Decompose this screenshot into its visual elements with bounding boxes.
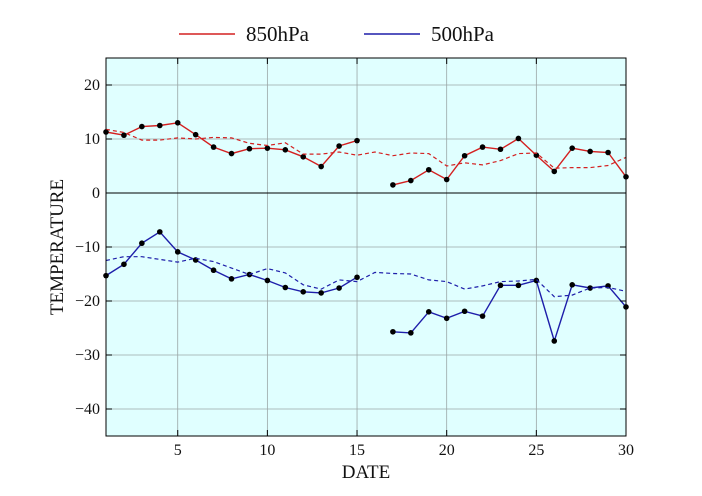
data-point — [551, 168, 558, 175]
data-point — [192, 131, 199, 138]
y-tick-label: 20 — [84, 77, 100, 94]
legend-label: 500hPa — [431, 22, 495, 46]
data-point — [461, 308, 468, 315]
y-axis-label: TEMPERATURE — [47, 179, 68, 315]
legend: 850hPa 500hPa — [179, 22, 495, 46]
data-point — [390, 182, 396, 188]
data-point — [515, 282, 522, 289]
data-point — [300, 154, 307, 160]
data-point — [121, 132, 127, 139]
x-tick-label: 15 — [349, 442, 365, 459]
data-point — [587, 148, 593, 155]
data-point — [156, 229, 163, 235]
data-point — [121, 261, 127, 268]
y-tick-label: −10 — [75, 239, 100, 256]
data-point — [479, 313, 486, 319]
data-point — [390, 328, 396, 335]
data-point — [479, 144, 486, 150]
data-point — [569, 282, 576, 288]
data-point — [210, 267, 217, 274]
data-point — [264, 277, 271, 284]
data-point — [408, 177, 414, 184]
y-tick-label: −30 — [75, 347, 100, 364]
data-point — [497, 282, 504, 289]
data-point — [139, 240, 145, 247]
data-point — [264, 145, 271, 151]
series-850hpa — [103, 120, 629, 188]
data-point — [569, 145, 576, 151]
x-tick-label: 25 — [528, 442, 544, 459]
data-point — [605, 149, 611, 156]
x-axis-label: DATE — [342, 462, 391, 483]
ticks: 5 10 15 20 25 30 20 10 0 −10 −20 −30 −40 — [75, 58, 634, 459]
data-point — [228, 276, 235, 282]
data-point — [551, 338, 558, 344]
data-point — [497, 146, 504, 153]
data-point — [192, 257, 199, 263]
data-point — [425, 309, 432, 315]
series-500hpa-normal — [105, 256, 627, 298]
x-tick-label: 30 — [618, 442, 634, 459]
data-point — [246, 145, 253, 152]
legend-label: 850hPa — [246, 22, 310, 46]
data-point — [228, 150, 235, 157]
data-point — [300, 289, 307, 295]
data-point — [354, 137, 360, 144]
x-tick-label: 10 — [259, 442, 275, 459]
data-point — [443, 176, 450, 183]
data-point — [443, 315, 450, 322]
data-point — [461, 152, 468, 159]
data-point — [533, 277, 540, 284]
y-tick-label: −40 — [75, 401, 100, 418]
data-point — [336, 285, 342, 291]
series-layer — [103, 120, 629, 344]
series-line — [105, 256, 627, 298]
data-point — [533, 152, 540, 158]
data-point — [354, 274, 360, 281]
data-point — [156, 122, 163, 129]
data-point — [174, 120, 181, 126]
data-point — [515, 135, 522, 142]
data-point — [318, 163, 324, 170]
data-point — [425, 166, 432, 173]
data-point — [282, 284, 289, 291]
y-tick-label: 10 — [84, 131, 100, 148]
data-point — [318, 290, 324, 296]
data-point — [139, 123, 145, 130]
x-tick-label: 20 — [439, 442, 455, 459]
data-point — [174, 249, 181, 255]
data-point — [587, 285, 593, 291]
data-point — [408, 330, 414, 336]
data-point — [282, 147, 289, 153]
data-point — [336, 143, 342, 149]
series-850hpa-normal — [105, 128, 627, 169]
y-tick-label: 0 — [92, 185, 100, 202]
y-tick-label: −20 — [75, 293, 100, 310]
data-point — [210, 144, 217, 150]
x-tick-label: 5 — [174, 442, 182, 459]
series-line — [105, 128, 627, 169]
